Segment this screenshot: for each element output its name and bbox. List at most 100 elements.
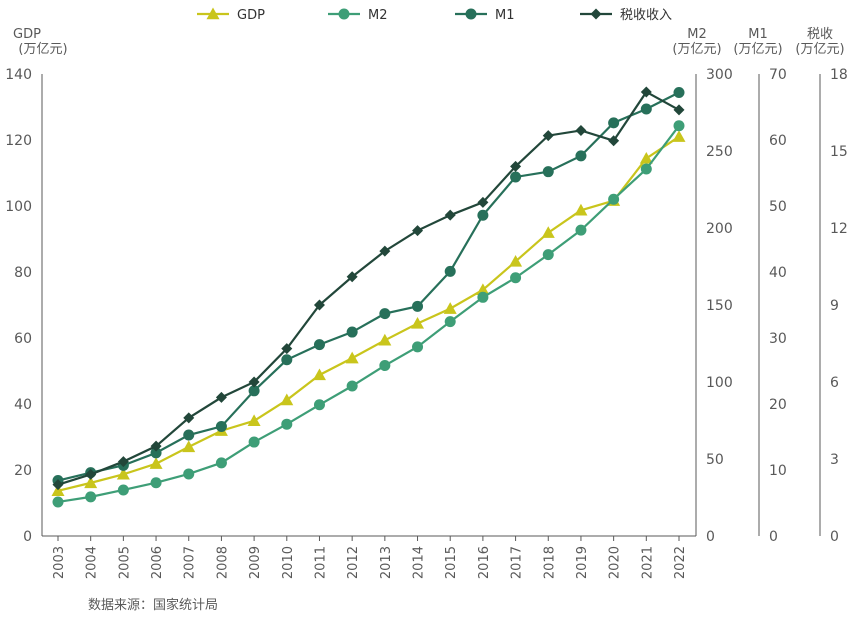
data-point [575,150,587,162]
legend-item: M1 [455,8,515,23]
data-point [639,151,653,164]
data-point [183,429,195,441]
data-point [575,224,587,236]
left-tick-label: 60 [14,331,32,347]
series-line [57,125,680,504]
m1-axis-unit: (万亿元) [733,42,782,57]
data-point [248,385,260,397]
series-line [57,91,680,482]
chart-axes: 0204060801001201400501001502002503000102… [5,27,848,579]
chart-series [51,86,686,508]
legend-label: GDP [237,8,265,23]
data-point [412,341,424,353]
left-axis-unit: (万亿元) [18,42,67,57]
series-line [57,135,680,492]
tax-axis-unit: (万亿元) [795,42,844,57]
data-point [248,376,260,388]
x-tick-label: 2019 [575,546,590,579]
data-point [411,316,425,329]
data-point [672,130,686,142]
data-point [574,203,588,216]
data-point [640,86,652,98]
series-GDP [51,130,686,496]
m2-axis-unit: (万亿元) [672,42,721,57]
data-point [673,120,685,132]
data-point [542,249,554,261]
legend-item: M2 [328,8,388,23]
m2-tick-label: 150 [706,298,733,314]
series-M1 [52,86,685,487]
data-point [313,339,325,351]
data-point [509,254,523,267]
data-point [313,299,325,311]
x-tick-label: 2009 [248,546,263,579]
x-tick-label: 2013 [379,546,394,579]
data-point [608,193,620,205]
data-point [313,399,325,411]
data-point [575,124,587,136]
data-point [247,414,261,427]
data-point [248,436,260,448]
m1-tick-label: 0 [769,529,778,545]
m2-tick-label: 50 [706,452,724,468]
legend-item: 税收收入 [580,8,672,23]
tax-tick-label: 18 [830,67,848,83]
data-point [85,491,97,503]
legend-label: M2 [368,8,388,23]
m1-tick-label: 30 [769,331,787,347]
data-point [182,440,196,453]
left-tick-label: 40 [14,397,32,413]
series-M2 [52,120,685,508]
m1-tick-label: 10 [769,463,787,479]
m1-tick-label: 60 [769,133,787,149]
data-point [510,160,522,172]
data-point [346,380,358,392]
data-point [640,163,652,175]
tax-tick-label: 9 [830,298,839,314]
x-tick-label: 2010 [281,546,296,579]
left-tick-label: 80 [14,265,32,281]
legend-marker [590,8,602,20]
legend-marker [206,7,220,20]
m1-axis-title: M1 [748,27,768,42]
legend-marker [338,8,350,20]
data-point [412,300,424,312]
data-point [444,265,456,277]
data-point [52,479,64,491]
m1-tick-label: 70 [769,67,787,83]
data-point [281,343,293,355]
data-point [280,393,294,406]
data-point [673,86,685,98]
x-tick-label: 2015 [444,546,459,579]
m2-tick-label: 100 [706,375,733,391]
data-point [150,440,162,452]
data-point [345,351,359,364]
data-point [150,447,162,459]
data-point [444,209,456,221]
tax-tick-label: 6 [830,375,839,391]
data-point [541,226,555,238]
data-point [149,457,163,469]
data-point [117,456,129,468]
data-point [379,245,391,257]
data-point [477,291,489,303]
left-tick-label: 100 [5,199,32,215]
m2-tick-label: 300 [706,67,733,83]
x-tick-label: 2007 [183,546,198,579]
data-point [379,308,391,320]
legend-label: 税收收入 [620,8,672,23]
m2-tick-label: 0 [706,529,715,545]
x-tick-label: 2004 [85,546,100,579]
m1-tick-label: 40 [769,265,787,281]
data-point [640,103,652,115]
legend: GDP M2 M1 税收收入 [197,7,672,23]
m2-tick-label: 250 [706,144,733,160]
data-point [85,468,97,480]
tax-tick-label: 0 [830,529,839,545]
data-point [378,333,392,346]
x-tick-label: 2022 [673,546,688,579]
data-point [477,209,489,221]
data-point [476,283,490,296]
data-point [510,272,522,284]
data-point [183,468,195,480]
